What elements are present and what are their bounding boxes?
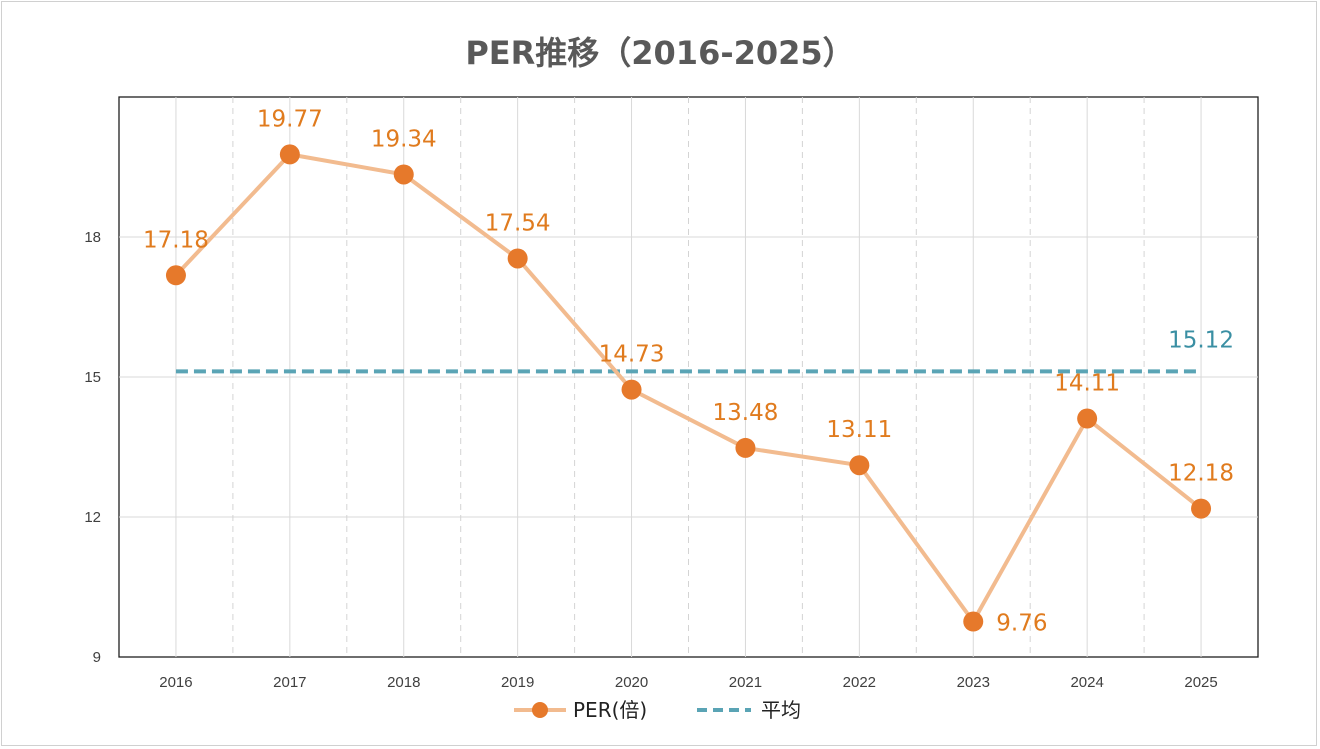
per-point [849,455,870,476]
x-tick-label: 2025 [1184,674,1217,691]
y-tick-label: 12 [84,509,101,526]
x-tick-label: 2024 [1070,674,1103,691]
legend: PER(倍) 平均 [514,698,801,722]
x-tick-label: 2020 [615,674,648,691]
per-data-label: 13.48 [713,400,779,426]
per-data-label: 17.18 [143,227,209,253]
y-tick-label: 9 [93,649,101,666]
per-data-label: 14.11 [1054,371,1120,397]
per-point [1191,498,1212,519]
per-data-label: 19.34 [371,126,437,152]
x-tick-label: 2016 [159,674,192,691]
per-point [735,437,756,458]
per-point [1077,408,1098,429]
per-point [279,144,300,165]
data-labels: 15.12 17.18 19.77 19.34 17.54 14.73 13.48 13.11… [143,106,1234,636]
per-point [621,379,642,400]
legend-average-label: 平均 [761,698,801,722]
x-tick-label: 2022 [843,674,876,691]
x-tick-label: 2019 [501,674,534,691]
grid-lines [119,97,1258,657]
per-point [165,265,186,286]
y-tick-label: 15 [84,369,101,386]
per-data-label: 17.54 [485,210,551,236]
per-point [963,611,984,632]
per-line [174,152,1203,624]
average-label: 15.12 [1168,327,1234,353]
per-point [507,248,528,269]
per-point [393,164,414,185]
chart-title: PER推移（2016-2025） [465,34,854,72]
per-data-label: 13.11 [826,417,892,443]
legend-per-marker [532,702,548,718]
per-data-label: 12.18 [1168,461,1234,487]
per-data-label: 9.76 [996,611,1047,637]
x-tick-label: 2021 [729,674,762,691]
per-series [165,144,1212,632]
x-tick-label: 2018 [387,674,420,691]
x-tick-label: 2023 [957,674,990,691]
per-data-label: 14.73 [599,342,665,368]
y-tick-label: 18 [84,229,101,246]
axis-labels: 9 12 15 18 2016 2017 2018 2019 2020 2021 2022 2023 2… [84,229,1217,691]
legend-per-label: PER(倍) [573,698,647,722]
per-data-label: 19.77 [257,106,323,132]
x-tick-label: 2017 [273,674,306,691]
